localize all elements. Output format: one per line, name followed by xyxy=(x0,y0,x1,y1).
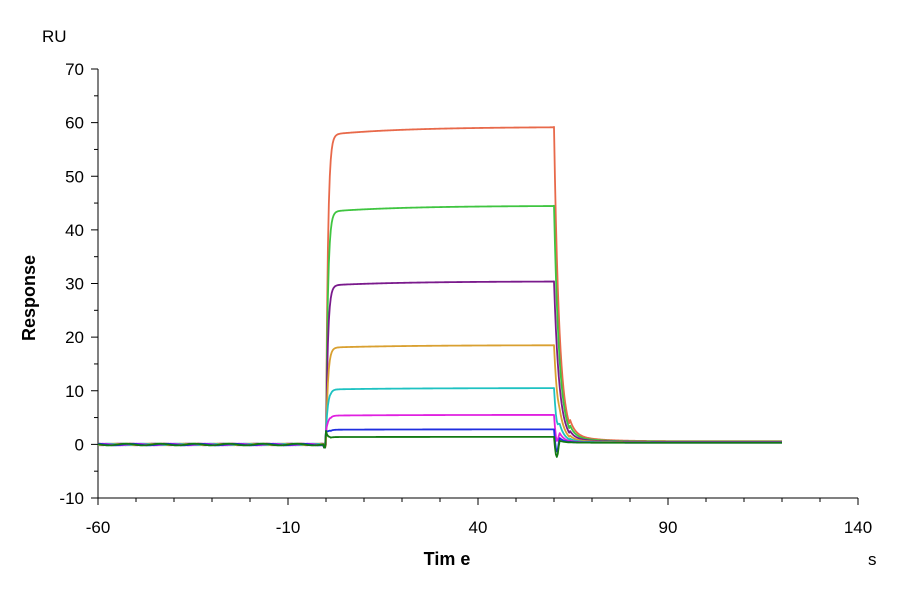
x-tick-label: 40 xyxy=(469,518,488,537)
y-tick-label: 70 xyxy=(65,60,84,79)
series-group xyxy=(97,126,782,458)
y-tick-label: 0 xyxy=(75,435,84,454)
y-tick-label: 40 xyxy=(65,221,84,240)
y-tick-label: -10 xyxy=(59,489,84,508)
series-line xyxy=(97,204,782,449)
x-tick-label: -10 xyxy=(276,518,301,537)
x-tick-label: -60 xyxy=(86,518,111,537)
x-unit-label: s xyxy=(868,550,877,569)
x-tick-label: 90 xyxy=(659,518,678,537)
series-line xyxy=(97,126,782,449)
x-tick-label: 140 xyxy=(844,518,872,537)
y-tick-label: 60 xyxy=(65,114,84,133)
y-axis-title: Response xyxy=(19,255,39,341)
series-line xyxy=(97,387,782,449)
y-tick-label: 20 xyxy=(65,328,84,347)
y-tick-label: 10 xyxy=(65,382,84,401)
y-unit-label: RU xyxy=(42,27,67,46)
series-line xyxy=(97,280,782,449)
series-line xyxy=(97,344,782,449)
series-line xyxy=(97,430,782,458)
x-axis-title: Tim e xyxy=(424,549,471,569)
y-tick-label: 30 xyxy=(65,275,84,294)
y-tick-label: 50 xyxy=(65,167,84,186)
